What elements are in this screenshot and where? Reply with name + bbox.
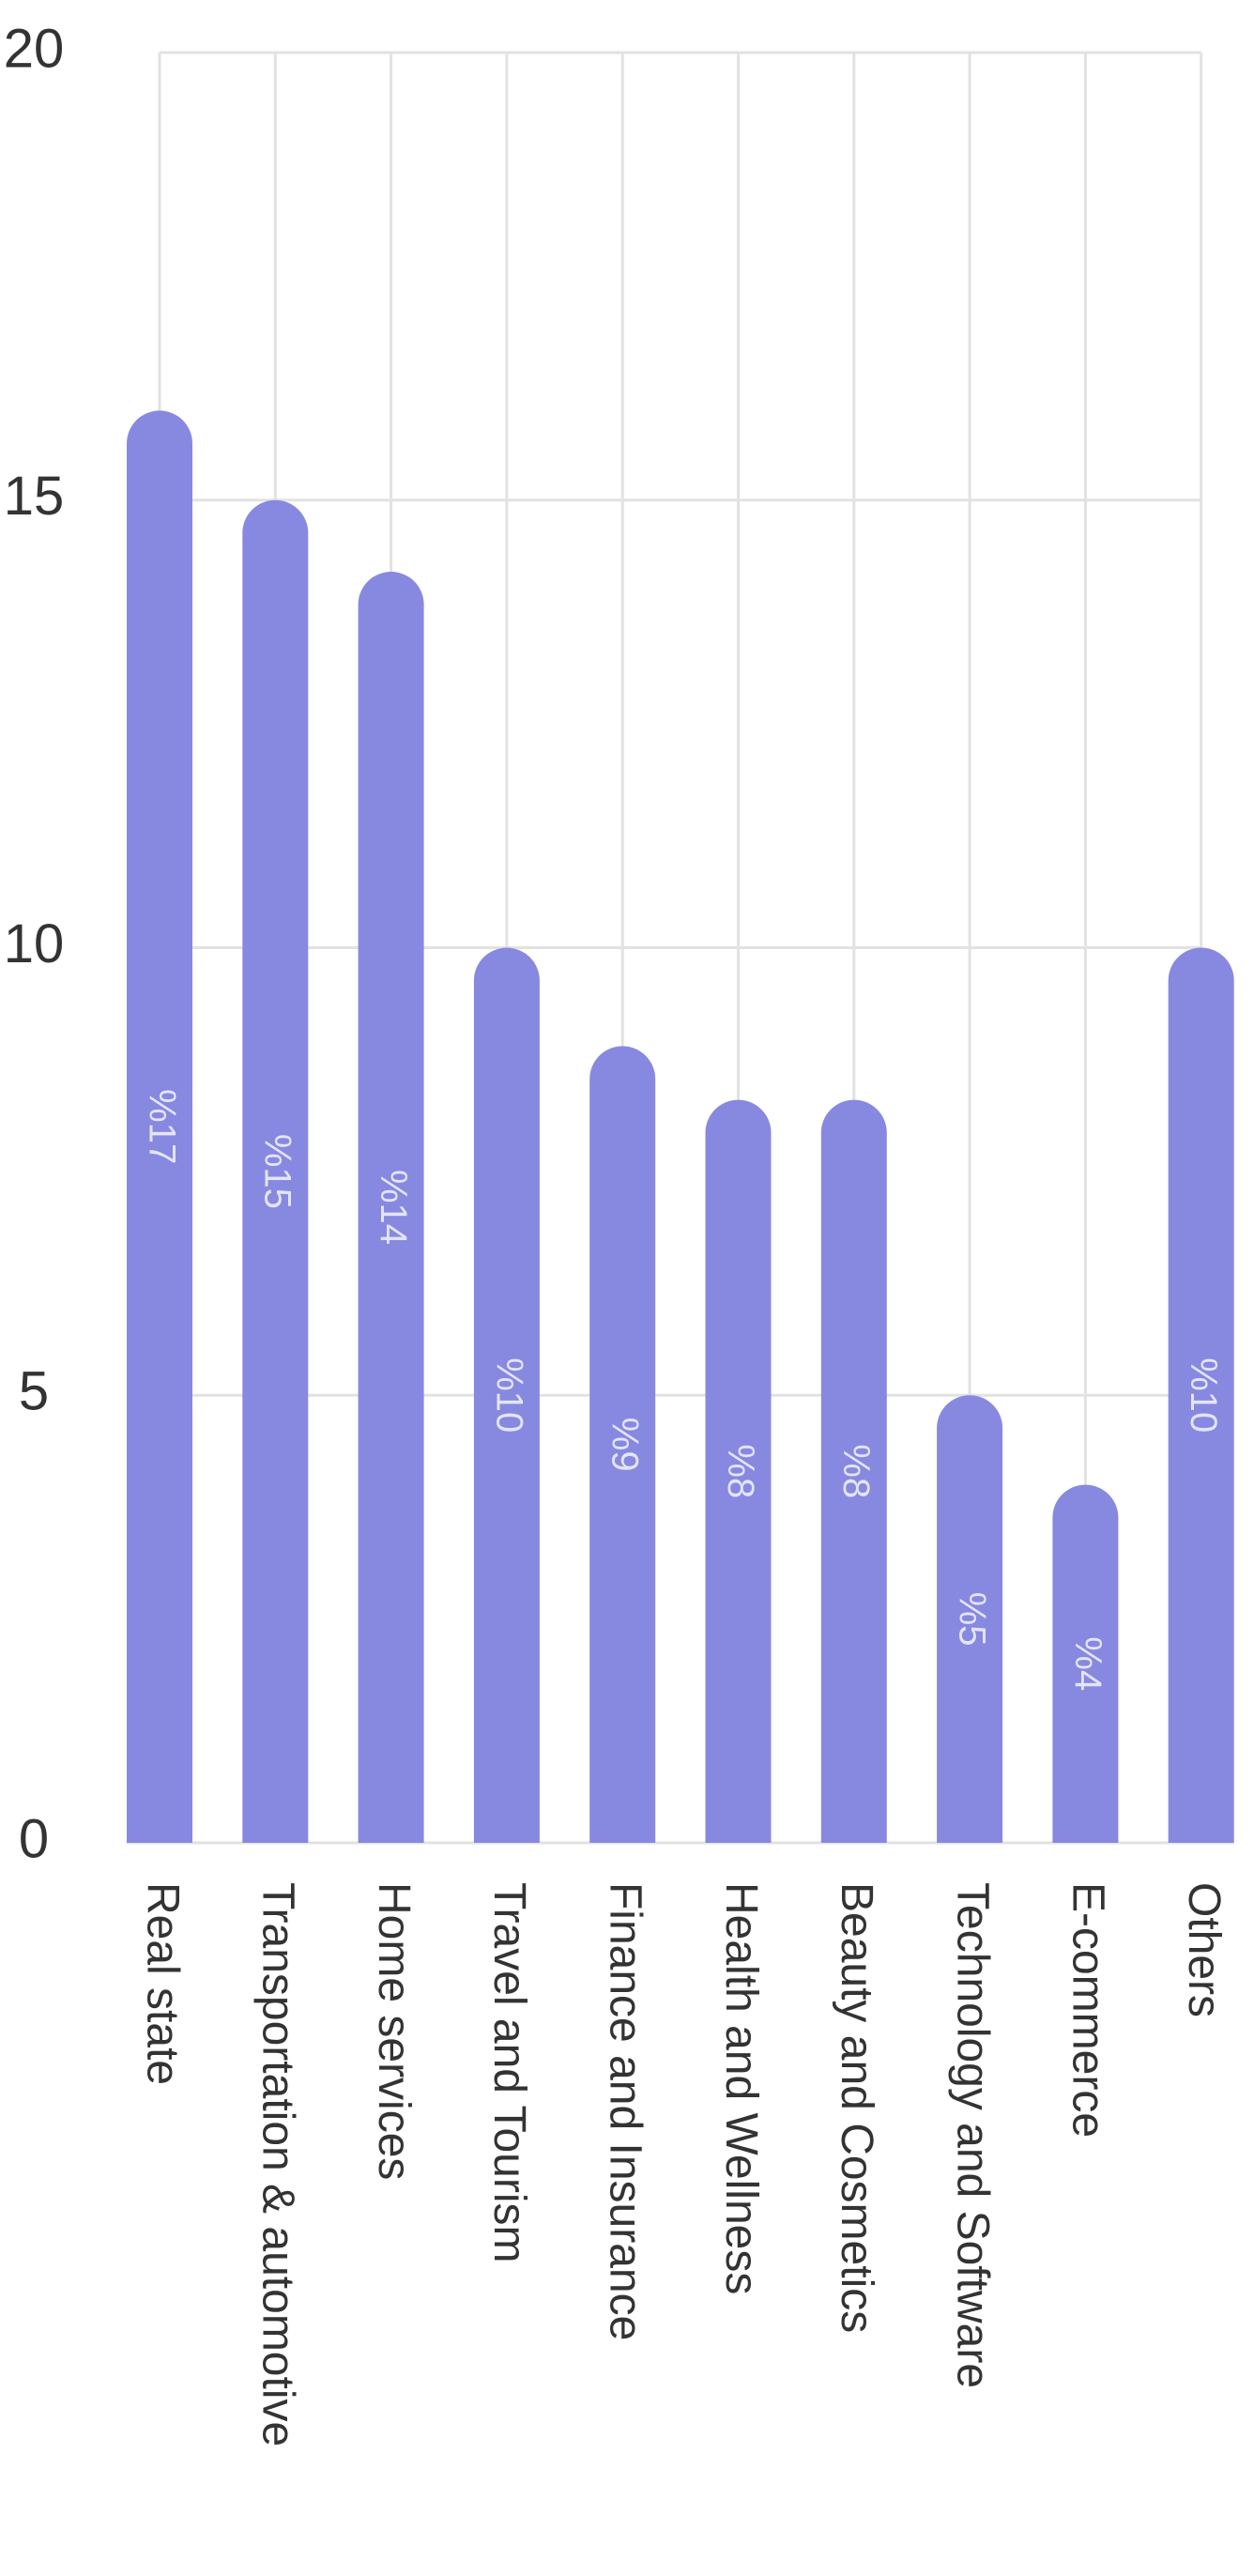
y-tick-label: 10	[4, 913, 65, 974]
x-tick-label: Finance and Insurance	[601, 1882, 650, 2340]
x-tick-label: Health and Wellness	[716, 1882, 766, 2294]
value-label: %17	[141, 1089, 182, 1164]
bar	[589, 1046, 656, 1843]
x-tick-label: Travel and Tourism	[484, 1882, 534, 2263]
bar	[127, 410, 192, 1843]
x-tick-label: Home services	[369, 1882, 419, 2180]
x-tick-label: Beauty and Cosmetics	[832, 1882, 881, 2333]
value-label: %8	[835, 1444, 877, 1498]
bar	[473, 947, 540, 1843]
x-tick-label: Technology and Software	[947, 1882, 997, 2388]
x-tick-label: Others	[1179, 1882, 1229, 2017]
value-label: %4	[1067, 1636, 1109, 1691]
y-tick-label: 0	[19, 1808, 49, 1869]
bar	[820, 1099, 887, 1843]
bar	[1052, 1484, 1119, 1843]
x-tick-label: Real state	[137, 1882, 187, 2085]
value-label: %8	[720, 1444, 761, 1498]
y-tick-label: 15	[4, 466, 65, 527]
bar	[937, 1395, 1003, 1843]
bar	[705, 1099, 772, 1843]
value-label: %10	[488, 1357, 529, 1433]
value-label: %10	[1183, 1357, 1224, 1433]
x-tick-label: Transportation & automotive	[253, 1882, 303, 2446]
value-label: %15	[257, 1134, 298, 1209]
bar	[242, 499, 309, 1843]
y-tick-label: 20	[4, 18, 65, 79]
value-label: %9	[604, 1418, 646, 1472]
bar	[1168, 947, 1234, 1843]
value-label: %5	[952, 1592, 993, 1647]
value-label: %14	[373, 1170, 414, 1245]
y-tick-label: 5	[19, 1361, 49, 1422]
x-tick-label: E-commerce	[1063, 1882, 1113, 2138]
bar	[358, 572, 424, 1843]
